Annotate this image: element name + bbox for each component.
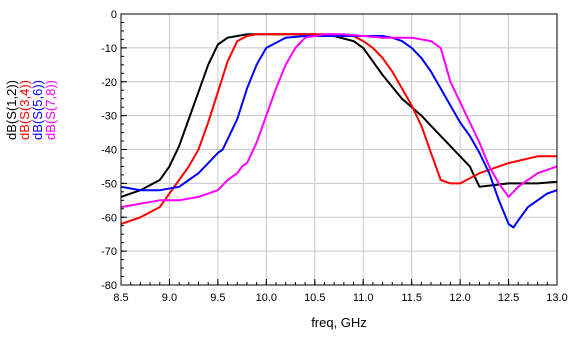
x-tick-label: 11.5 bbox=[401, 292, 422, 304]
x-tick-label: 8.5 bbox=[113, 292, 128, 304]
y-tick-label: -10 bbox=[101, 43, 117, 55]
grid bbox=[120, 13, 558, 286]
series-line-3 bbox=[120, 35, 558, 229]
tick-labels: 8.5 9.0 9.5 10.0 10.5 11.0 11.5 12.0 12.5 13.0 0 -1… bbox=[101, 9, 568, 304]
y-tick-label: -50 bbox=[101, 178, 117, 190]
x-axis-title: freq, GHz bbox=[311, 315, 367, 330]
x-tick-label: 10.0 bbox=[256, 292, 277, 304]
series-line-2 bbox=[120, 33, 557, 225]
legend-entry-4: dB(S(7,8)) bbox=[43, 80, 58, 140]
y-tick-label: 0 bbox=[111, 9, 117, 21]
x-tick-label: 9.5 bbox=[210, 292, 225, 304]
y-tick-label: -40 bbox=[101, 145, 117, 157]
series-lines bbox=[120, 33, 558, 229]
y-tick-label: -60 bbox=[101, 212, 117, 224]
legend-entry-1: dB(S(1,2)) bbox=[4, 80, 19, 140]
x-tick-label: 13.0 bbox=[546, 292, 567, 304]
series-line-4 bbox=[120, 33, 558, 209]
x-tick-label: 9.0 bbox=[162, 292, 177, 304]
x-tick-label: 10.5 bbox=[304, 292, 325, 304]
legend-entry-3: dB(S(5,6)) bbox=[30, 80, 45, 140]
y-tick-label: -80 bbox=[101, 280, 117, 292]
legend-entry-2: dB(S(3,4)) bbox=[17, 80, 32, 140]
x-tick-label: 12.0 bbox=[449, 292, 470, 304]
x-tick-label: 11.0 bbox=[353, 292, 374, 304]
legend: dB(S(1,2))dB(S(3,4))dB(S(5,6))dB(S(7,8)) bbox=[4, 80, 58, 140]
ticks bbox=[120, 13, 558, 286]
y-tick-label: -20 bbox=[101, 77, 117, 89]
x-tick-label: 12.5 bbox=[498, 292, 519, 304]
y-tick-label: -70 bbox=[101, 246, 117, 258]
y-tick-label: -30 bbox=[101, 111, 117, 123]
